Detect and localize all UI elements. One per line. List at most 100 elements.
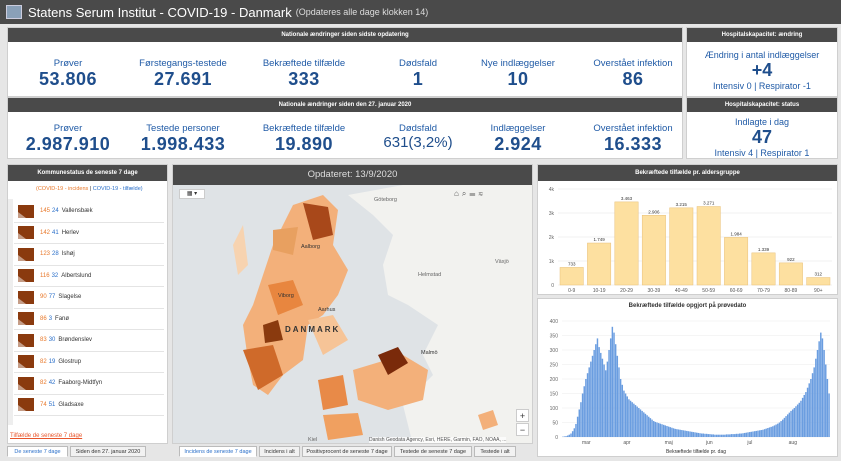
x-tick-label: 20-29 [620, 288, 633, 294]
daily-bar [588, 367, 589, 437]
age-bar [697, 206, 720, 285]
age-bar-label: 1.984 [730, 231, 742, 236]
stat-label: Bekræftede tilfælde [244, 123, 364, 134]
y-tick-label: 3k [549, 211, 555, 217]
legend-cases: COVID-19 - tilfælde) [93, 186, 143, 192]
month-tick-label: jun [705, 440, 713, 446]
basemap-toggle[interactable]: ▦ ▾ [179, 189, 205, 199]
incidence-value: 82 [40, 359, 47, 365]
daily-bar [648, 417, 649, 437]
zoom-out-button[interactable]: − [516, 423, 529, 436]
stat-value: 10 [458, 69, 578, 90]
daily-bar [752, 431, 753, 437]
tab-incidence-total[interactable]: Incidens i alt [259, 446, 300, 457]
daily-bar [641, 411, 642, 437]
stat-label: Nye indlæggelser [458, 58, 578, 69]
daily-bar [736, 434, 737, 437]
tab-tested-total[interactable]: Testede i alt [474, 446, 516, 457]
daily-bar [665, 425, 666, 437]
stat-label: Overstået infektion [573, 58, 693, 69]
home-icon[interactable]: ⌂ [454, 189, 462, 198]
tab-last-7-days[interactable]: De seneste 7 dage [7, 446, 68, 457]
incidence-swatch [18, 226, 34, 239]
age-bar-label: 3.463 [621, 196, 633, 201]
map-label-aalborg: Aalborg [301, 244, 320, 250]
zoom-in-button[interactable]: + [516, 409, 529, 422]
stat-value: 16.333 [573, 134, 693, 155]
daily-bar [810, 379, 811, 437]
daily-bar [592, 356, 593, 437]
daily-bar [630, 401, 631, 437]
app-title: Statens Serum Institut - COVID-19 - Danm… [28, 5, 292, 20]
stat-value: 53.806 [8, 69, 128, 90]
x-tick-label: 50-59 [702, 288, 715, 294]
layers-icon[interactable]: ≋ [478, 189, 486, 198]
daily-bar [673, 428, 674, 437]
tab-positive-pct[interactable]: Positivprocent de seneste 7 dage [302, 446, 392, 457]
daily-bar [598, 347, 599, 437]
incidence-value: 83 [40, 337, 47, 343]
tab-incidence-7[interactable]: Incidens de seneste 7 dage [179, 446, 257, 457]
daily-bar [622, 385, 623, 437]
incidence-value: 142 [40, 230, 50, 236]
daily-bar [772, 426, 773, 437]
national-total-panel: Nationale ændringer siden den 27. januar… [7, 97, 683, 159]
month-tick-label: apr [623, 440, 631, 446]
daily-bar [564, 436, 565, 437]
incidence-value: 116 [40, 273, 50, 279]
list-scrollbar[interactable] [8, 199, 13, 425]
daily-bar [631, 402, 632, 437]
daily-bar [569, 435, 570, 437]
municipal-panel: Kommunestatus de seneste 7 dage (COVID-1… [7, 164, 168, 444]
daily-bar [691, 432, 692, 437]
daily-bar [706, 434, 707, 437]
hospital-status-detail: Intensiv 4 | Respirator 1 [687, 148, 837, 158]
daily-bar [731, 434, 732, 437]
stat-value: 2.987.910 [8, 134, 128, 155]
daily-bar [574, 428, 575, 437]
y-tick-label: 4k [549, 187, 555, 193]
incidence-value: 82 [40, 380, 47, 386]
y-tick-label: 1k [549, 259, 555, 265]
daily-bar [701, 434, 702, 437]
national-today-panel: Nationale ændringer siden sidste opdater… [7, 27, 683, 97]
daily-bar [638, 408, 639, 437]
age-bar-label: 733 [568, 261, 576, 266]
map-canvas[interactable] [173, 185, 533, 444]
daily-bar [694, 432, 695, 437]
tab-since-jan[interactable]: Siden den 27. januar 2020 [70, 446, 146, 457]
daily-bar [608, 350, 609, 437]
age-bar-label: 1.749 [593, 237, 605, 242]
municipal-title: Kommunestatus de seneste 7 dage [8, 165, 167, 181]
x-tick-label: 10-19 [593, 288, 606, 294]
daily-bar [643, 412, 644, 437]
cases-value: 42 [49, 380, 56, 386]
list-icon[interactable]: ☰ [469, 189, 478, 198]
daily-bar [567, 436, 568, 437]
municipality-name: Vallensbæk [62, 208, 93, 214]
municipality-name: Herlev [62, 230, 79, 236]
daily-bar [615, 344, 616, 437]
cases-value: 24 [52, 208, 59, 214]
age-bar [615, 202, 638, 285]
y-tick-label: 350 [550, 334, 559, 340]
daily-bar [656, 423, 657, 438]
incidence-swatch [18, 291, 34, 304]
daily-bar [742, 433, 743, 437]
tab-tested-7[interactable]: Testede de seneste 7 dage [394, 446, 472, 457]
stat-value: 19.890 [244, 134, 364, 155]
daily-bar [746, 433, 747, 437]
